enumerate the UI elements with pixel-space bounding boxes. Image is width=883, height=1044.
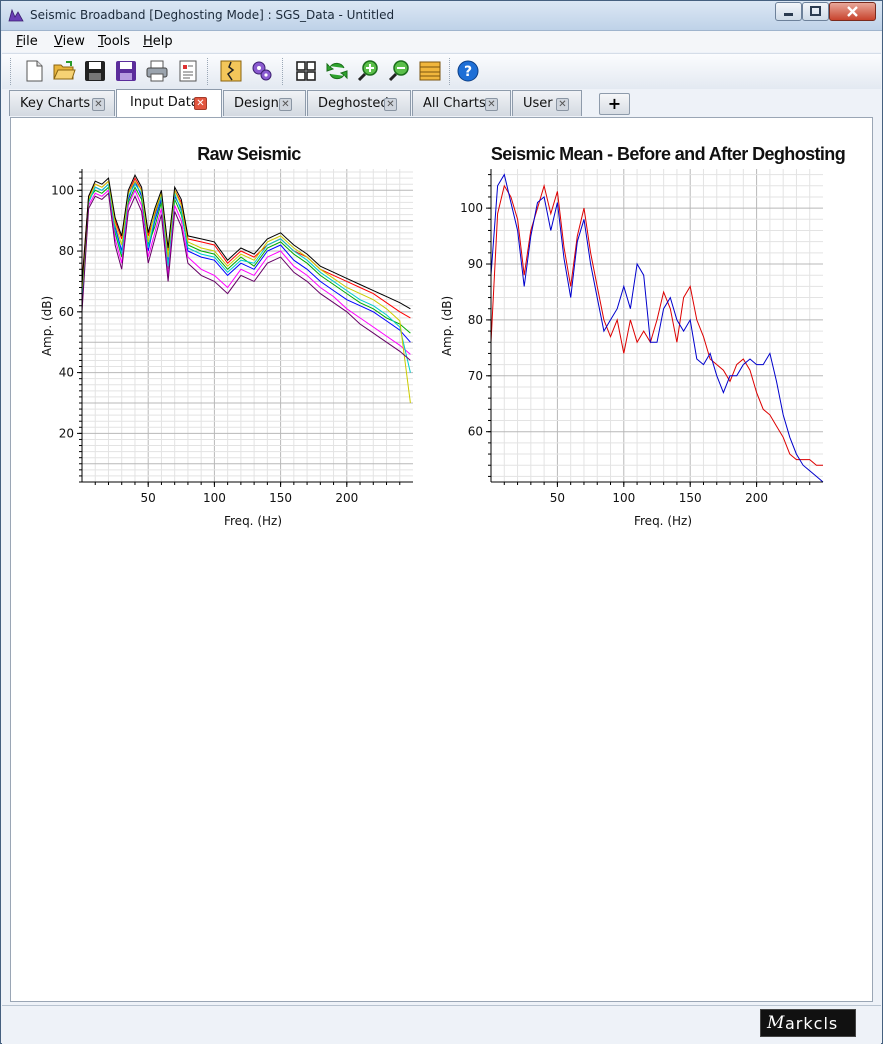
menu-file[interactable]: File: [16, 34, 38, 49]
x-tick-label: 150: [679, 491, 702, 505]
tab-close-icon[interactable]: ✕: [194, 97, 207, 110]
tab-key-charts[interactable]: Key Charts ✕: [9, 90, 115, 116]
tab-input-data[interactable]: Input Data ✕: [116, 89, 222, 117]
new-document-icon[interactable]: [22, 59, 46, 83]
toolbar-separator: [10, 58, 13, 85]
plot-area: [82, 169, 413, 482]
minimize-icon: [784, 13, 793, 16]
y-tick-label: 70: [468, 369, 483, 383]
layers-icon[interactable]: [418, 59, 442, 83]
x-tick-label: 100: [612, 491, 635, 505]
tab-close-icon[interactable]: ✕: [485, 98, 498, 111]
x-tick-label: 50: [550, 491, 565, 505]
series-line: [81, 192, 411, 361]
y-tick-label: 80: [59, 244, 74, 258]
y-axis-label: Amp. (dB): [440, 296, 454, 356]
seismic-mean-chart: Seismic Mean - Before and After Deghosti…: [440, 144, 846, 528]
close-icon: [847, 6, 858, 17]
save-as-icon[interactable]: [114, 59, 138, 83]
tab-close-icon[interactable]: ✕: [92, 98, 105, 111]
x-tick-label: 150: [269, 491, 292, 505]
toolbar-separator: [207, 58, 210, 85]
toolbar: ?: [2, 53, 881, 90]
y-tick-label: 100: [51, 183, 74, 197]
chart-title: Seismic Mean - Before and After Deghosti…: [491, 144, 845, 164]
series-line: [490, 173, 824, 483]
y-tick-label: 20: [59, 426, 74, 440]
close-window-button[interactable]: [829, 2, 876, 21]
y-tick-label: 60: [468, 425, 483, 439]
status-bar: M arkcls: [2, 1005, 881, 1044]
x-tick-label: 50: [141, 491, 156, 505]
series-line: [81, 186, 411, 334]
y-tick-label: 60: [59, 305, 74, 319]
y-axis-label: Amp. (dB): [40, 296, 54, 356]
input-data-panel: Raw Seismic Amp. (dB) Freq. (Hz) 50 100 15…: [10, 117, 873, 1002]
open-folder-icon[interactable]: [52, 59, 76, 83]
report-icon[interactable]: [176, 59, 200, 83]
help-icon[interactable]: ?: [456, 59, 480, 83]
svg-text:?: ?: [464, 64, 472, 80]
tab-close-icon[interactable]: ✕: [384, 98, 397, 111]
tab-deghosted[interactable]: Deghosted ✕: [307, 90, 411, 116]
x-tick-label: 200: [745, 491, 768, 505]
tab-close-icon[interactable]: ✕: [556, 98, 569, 111]
tab-user[interactable]: User ✕: [512, 90, 582, 116]
zoom-in-icon[interactable]: [356, 59, 380, 83]
series-line: [81, 179, 411, 343]
menu-bar: File View Tools Help: [2, 31, 881, 52]
minimize-button[interactable]: [775, 2, 802, 21]
window-title: Seismic Broadband [Deghosting Mode] : SG…: [30, 8, 395, 22]
title-bar[interactable]: Seismic Broadband [Deghosting Mode] : SG…: [1, 1, 882, 31]
y-tick-label: 100: [460, 201, 483, 215]
tab-design[interactable]: Design ✕: [223, 90, 306, 116]
maximize-button[interactable]: [802, 2, 829, 21]
seismic-trace-icon[interactable]: [219, 59, 243, 83]
series-line: [81, 176, 411, 319]
menu-view[interactable]: View: [54, 34, 85, 49]
tab-strip: Key Charts ✕ Input Data ✕ Design ✕ Degho…: [2, 89, 881, 117]
tab-close-icon[interactable]: ✕: [279, 98, 292, 111]
y-tick-label: 80: [468, 313, 483, 327]
menu-tools[interactable]: Tools: [98, 34, 131, 49]
app-icon: [8, 8, 24, 22]
y-tick-label: 40: [59, 366, 74, 380]
x-tick-label: 100: [203, 491, 226, 505]
save-icon[interactable]: [83, 59, 107, 83]
print-icon[interactable]: [145, 59, 169, 83]
toolbar-separator: [282, 58, 285, 85]
chart-title: Raw Seismic: [197, 144, 301, 164]
toolbar-separator: [449, 58, 452, 85]
tab-all-charts[interactable]: All Charts ✕: [412, 90, 511, 116]
x-tick-label: 200: [335, 491, 358, 505]
add-tab-button[interactable]: +: [599, 93, 630, 115]
refresh-icon[interactable]: [325, 59, 349, 83]
series-line: [81, 183, 411, 373]
x-axis-label: Freq. (Hz): [634, 514, 692, 528]
series-line: [81, 189, 411, 355]
y-tick-label: 90: [468, 257, 483, 271]
zoom-out-icon[interactable]: [387, 59, 411, 83]
series-line: [490, 183, 823, 466]
raw-seismic-chart: Raw Seismic Amp. (dB) Freq. (Hz) 50 100 15…: [40, 144, 413, 528]
menu-help[interactable]: Help: [143, 34, 173, 49]
series-line: [81, 180, 411, 404]
company-logo: M arkcls: [760, 1009, 856, 1037]
x-axis-label: Freq. (Hz): [224, 514, 282, 528]
series-line: [81, 173, 411, 310]
settings-gears-icon[interactable]: [250, 59, 274, 83]
plot-area: [491, 169, 823, 482]
maximize-icon: [810, 6, 821, 16]
grid-layout-icon[interactable]: [294, 59, 318, 83]
